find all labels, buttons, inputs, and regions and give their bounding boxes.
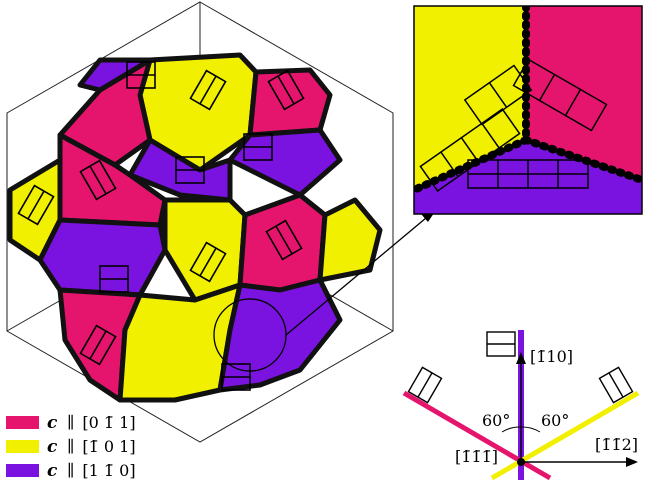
cell-marker-divider <box>199 75 217 105</box>
inset-cell <box>512 58 608 132</box>
cell-marker-rotated <box>79 324 117 366</box>
cell-marker-divider <box>199 247 217 277</box>
legend-parallel: ∥ <box>67 413 75 432</box>
cell-marker-rotated <box>189 241 227 283</box>
legend: c ∥ [0 1̄ 1] c ∥ [1̄ 0 1] c ∥ [1 1̄ 0] <box>6 412 166 484</box>
grain-purple-left <box>37 217 168 298</box>
cell-marker-divider <box>277 75 295 105</box>
inset-frame <box>413 5 643 215</box>
schematic-cell-left-divider <box>417 372 433 398</box>
legend-row-110: c ∥ [1 1̄ 0] <box>6 460 166 481</box>
up-direction-label: [1̄10] <box>530 347 573 366</box>
right-direction-label: [1̄1̄2] <box>595 435 638 454</box>
cell-marker-divider <box>27 190 45 220</box>
legend-direction: [1̄ 0 1] <box>82 437 136 456</box>
up-arrow-head <box>516 352 526 364</box>
inset-cell-divider <box>460 137 480 163</box>
center-direction-label: [1̄1̄1̄] <box>455 447 498 466</box>
zoom-arrow-line <box>285 217 427 336</box>
cell-marker-rotated <box>189 69 227 111</box>
cell-marker-rotated <box>267 69 305 111</box>
inset-cell-divider <box>440 151 459 178</box>
orientation-schematic: [1̄10] [1̄1̄2] [1̄1̄1̄] 60° 60° <box>402 330 640 481</box>
inset-boundary <box>414 136 530 194</box>
legend-swatch-magenta <box>6 416 39 429</box>
right-arrow-head <box>626 457 638 467</box>
origin-dot <box>517 458 525 466</box>
unit-cell-markers <box>17 61 305 391</box>
axis-magenta-line <box>402 390 552 481</box>
grain-regions <box>7 52 383 403</box>
angle-left-label: 60° <box>482 411 510 430</box>
schematic-cell-right-divider <box>608 372 624 398</box>
cell-marker <box>79 324 117 366</box>
cell-marker-rotated <box>79 159 117 201</box>
cube-outline <box>6 1 394 443</box>
inset-cell-markers <box>419 58 608 193</box>
grain-purple-right <box>227 127 343 198</box>
cell-marker-divider <box>89 330 107 360</box>
legend-row-011: c ∥ [0 1̄ 1] <box>6 412 166 433</box>
inset-cell-divider <box>481 122 500 149</box>
zoom-inset <box>413 5 643 215</box>
inset-magenta-region <box>526 6 642 180</box>
grain-magenta-top-right <box>247 67 333 138</box>
legend-direction: [1 1̄ 0] <box>82 461 136 480</box>
legend-row-101: c ∥ [1̄ 0 1] <box>6 436 166 457</box>
legend-direction: [0 1̄ 1] <box>82 413 136 432</box>
legend-swatch-yellow <box>6 440 39 453</box>
cell-marker-divider <box>89 165 107 195</box>
grain-purple-bottom-right <box>217 277 343 393</box>
cell-marker-rotated <box>265 219 303 261</box>
angle-right-label: 60° <box>541 411 569 430</box>
cell-marker-divider <box>275 225 293 255</box>
grain-magenta-center-right <box>237 192 328 293</box>
inset-cell-divider <box>488 82 508 108</box>
inset-cell-divider <box>564 89 582 116</box>
legend-parallel: ∥ <box>67 437 75 456</box>
angle-arc-left <box>501 426 522 433</box>
grain-purple-left-top <box>77 57 153 93</box>
inset-cell-divider <box>538 74 556 101</box>
legend-swatch-purple <box>6 464 39 477</box>
angle-arc-right <box>520 426 541 433</box>
legend-vector: c <box>47 460 58 481</box>
legend-vector: c <box>47 412 58 433</box>
grain-yellow-right <box>317 197 383 283</box>
legend-vector: c <box>47 436 58 457</box>
axis-yellow-line <box>490 390 640 481</box>
legend-parallel: ∥ <box>67 461 75 480</box>
cell-marker-rotated <box>17 184 55 226</box>
